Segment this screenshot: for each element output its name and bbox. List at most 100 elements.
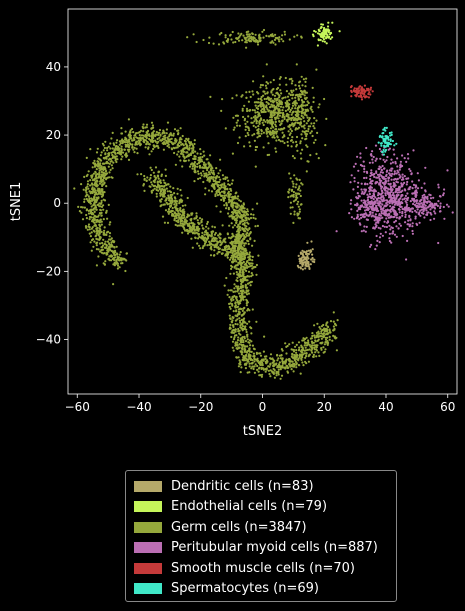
data-point [253, 40, 256, 43]
data-point [196, 242, 199, 245]
data-point [295, 88, 298, 91]
data-point [237, 327, 240, 331]
data-point [274, 120, 277, 123]
data-point [222, 199, 225, 202]
data-point [224, 36, 227, 39]
data-point [138, 134, 141, 137]
data-point [245, 353, 248, 357]
data-point [294, 101, 297, 104]
data-point [245, 46, 248, 49]
data-point [366, 193, 369, 196]
data-point [157, 170, 161, 173]
data-point [239, 339, 242, 342]
data-point [323, 40, 326, 43]
data-point [303, 111, 306, 115]
data-point [320, 23, 323, 26]
data-point [332, 320, 335, 323]
data-point [251, 134, 254, 137]
data-point [273, 94, 277, 97]
data-point [239, 229, 242, 232]
data-point [412, 183, 416, 186]
data-point [238, 343, 241, 346]
data-point [177, 221, 180, 224]
data-point [247, 100, 250, 103]
data-point [198, 244, 201, 247]
data-point [110, 137, 113, 140]
data-point [312, 341, 315, 344]
data-point [232, 245, 235, 248]
data-point [213, 246, 216, 249]
data-point [355, 87, 358, 90]
data-point [170, 209, 173, 212]
data-point [241, 109, 244, 112]
data-point [238, 124, 241, 127]
data-point [177, 129, 180, 132]
data-point [329, 31, 333, 35]
data-point [149, 174, 152, 177]
data-point [103, 191, 106, 194]
data-point [231, 304, 234, 307]
data-point [240, 282, 243, 286]
data-point [379, 196, 383, 199]
data-point [237, 223, 240, 226]
data-point [256, 39, 259, 42]
data-point [287, 103, 290, 107]
data-point [118, 253, 121, 256]
data-point [223, 204, 226, 207]
data-point [243, 295, 246, 298]
data-point [289, 108, 292, 112]
data-point [228, 199, 231, 202]
data-point [238, 234, 241, 237]
data-point [162, 135, 165, 138]
data-point [250, 36, 253, 39]
data-point [285, 119, 289, 122]
data-point [97, 234, 100, 237]
data-point [404, 200, 407, 203]
data-point [384, 192, 387, 195]
data-point [108, 255, 111, 258]
data-point [387, 188, 390, 191]
data-point [296, 203, 299, 206]
data-point [120, 145, 123, 148]
data-point [92, 162, 96, 165]
data-point [109, 147, 112, 150]
data-point [160, 185, 163, 188]
data-point [240, 259, 243, 262]
data-point [203, 154, 206, 157]
data-point [255, 145, 259, 149]
data-point [155, 130, 158, 134]
data-point [277, 370, 280, 373]
data-point [401, 173, 404, 176]
data-point [328, 335, 331, 338]
data-point [305, 114, 308, 117]
data-point [89, 235, 92, 238]
data-point [119, 251, 122, 254]
data-point [287, 116, 290, 119]
data-point [197, 233, 200, 236]
data-point [255, 106, 258, 109]
data-point [418, 211, 421, 214]
data-point [270, 116, 273, 119]
data-point [353, 217, 356, 220]
data-point [335, 324, 338, 327]
data-point [368, 161, 371, 164]
data-point [209, 154, 212, 157]
data-point [398, 211, 401, 214]
data-point [183, 147, 186, 150]
data-point [407, 219, 410, 222]
data-point [265, 34, 268, 38]
data-point [371, 90, 374, 93]
data-point [374, 144, 378, 147]
data-point [115, 141, 118, 144]
data-point [229, 272, 232, 275]
data-point [203, 242, 207, 245]
data-point [175, 146, 178, 149]
data-point [299, 93, 303, 96]
data-point [117, 146, 120, 149]
data-point [361, 190, 364, 193]
data-point [297, 266, 300, 269]
data-point [370, 215, 373, 218]
data-point [392, 216, 395, 219]
data-point [272, 78, 275, 82]
data-point [295, 140, 298, 143]
